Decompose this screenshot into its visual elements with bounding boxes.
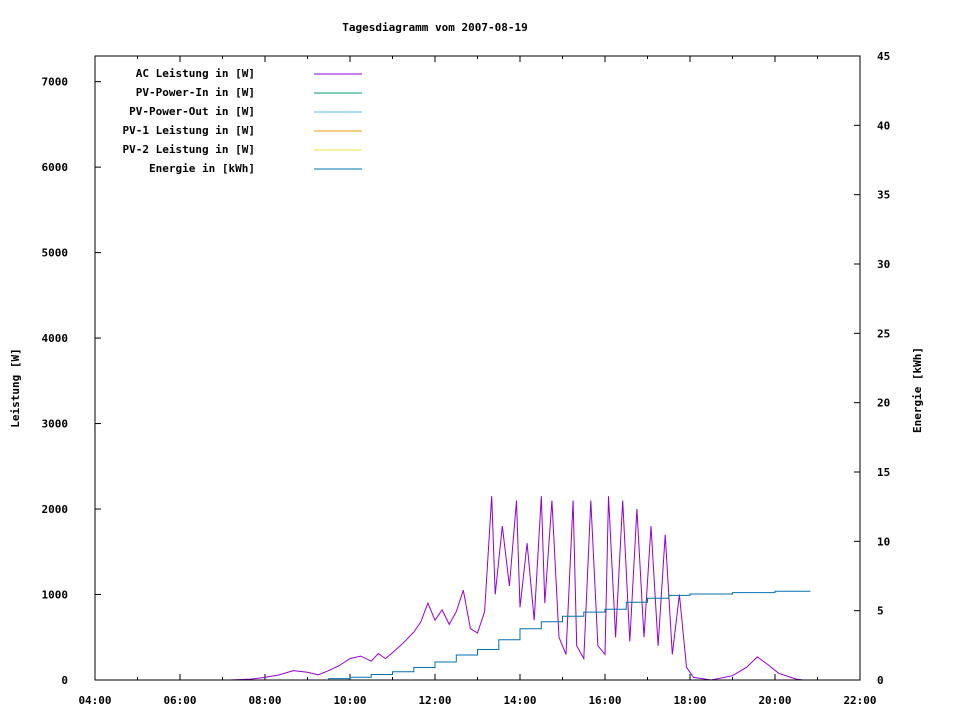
y2-tick-label: 45 (877, 50, 890, 63)
x-tick-label: 18:00 (673, 694, 706, 707)
axis-ticks: 04:00 06:00 08:00 10:00 12:00 14:00 16:00 18:00… (42, 50, 891, 707)
y-tick-label: 5000 (42, 247, 69, 260)
y2-tick-label: 25 (877, 327, 890, 340)
legend-label: AC Leistung in [W] (136, 67, 255, 80)
x-tick-label: 16:00 (588, 694, 621, 707)
plot-frame (94, 55, 861, 681)
y2-tick-label: 40 (877, 119, 890, 132)
legend-label: PV-Power-Out in [W] (129, 105, 255, 118)
chart-title: Tagesdiagramm vom 2007-08-19 (342, 21, 527, 34)
x-tick-label: 08:00 (248, 694, 281, 707)
y-tick-label: 0 (61, 674, 68, 687)
y-tick-label: 7000 (42, 76, 69, 89)
legend-label: PV-2 Leistung in [W] (123, 143, 255, 156)
x-tick-label: 14:00 (503, 694, 536, 707)
legend-label: PV-Power-In in [W] (136, 86, 255, 99)
y2-tick-label: 5 (877, 605, 884, 618)
y2-tick-label: 20 (877, 397, 890, 410)
y2-axis-label: Energie [kWh] (911, 347, 924, 433)
y2-tick-label: 30 (877, 258, 890, 271)
x-tick-label: 22:00 (843, 694, 876, 707)
y-axis-label: Leistung [W] (9, 348, 22, 427)
y-tick-label: 6000 (42, 161, 69, 174)
y2-tick-label: 15 (877, 466, 890, 479)
y-tick-label: 2000 (42, 503, 69, 516)
y-tick-label: 4000 (42, 332, 69, 345)
y2-tick-label: 10 (877, 535, 890, 548)
legend-label: PV-1 Leistung in [W] (123, 124, 255, 137)
x-tick-label: 06:00 (163, 694, 196, 707)
series-layer (229, 496, 811, 681)
y2-tick-label: 0 (877, 674, 884, 687)
x-tick-label: 12:00 (418, 694, 451, 707)
legend: AC Leistung in [W] PV-Power-In in [W] PV-P… (123, 67, 362, 175)
series-line-5 (286, 590, 811, 681)
x-tick-label: 10:00 (333, 694, 366, 707)
x-tick-label: 20:00 (758, 694, 791, 707)
y-tick-label: 1000 (42, 589, 69, 602)
y2-tick-label: 35 (877, 189, 890, 202)
series-line-0 (229, 496, 804, 681)
x-tick-label: 04:00 (78, 694, 111, 707)
y-tick-label: 3000 (42, 418, 69, 431)
legend-label: Energie in [kWh] (149, 162, 255, 175)
